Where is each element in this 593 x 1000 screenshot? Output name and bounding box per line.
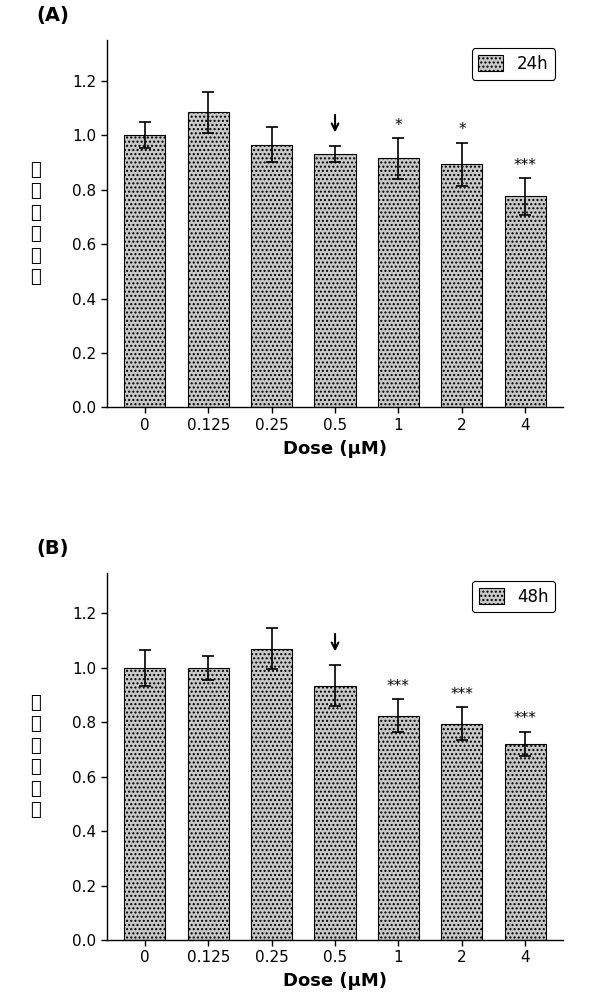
Bar (441, 724, 483, 940)
Text: ***: *** (451, 687, 473, 702)
Text: 细
胞
增
殖
活
性: 细 胞 增 殖 活 性 (31, 161, 42, 286)
Text: 细
胞
增
殖
活
性: 细 胞 增 殖 活 性 (31, 694, 42, 819)
Text: (A): (A) (36, 6, 69, 25)
Bar (314, 154, 356, 407)
Bar (124, 135, 165, 407)
X-axis label: Dose (μM): Dose (μM) (283, 440, 387, 458)
Text: ***: *** (514, 158, 537, 173)
Legend: 24h: 24h (471, 48, 555, 80)
Bar (314, 686, 356, 940)
Text: ***: *** (387, 679, 410, 694)
Bar (251, 145, 292, 407)
Text: *: * (458, 122, 466, 137)
Bar (251, 649, 292, 940)
Bar (505, 744, 546, 940)
Bar (378, 716, 419, 940)
Legend: 48h: 48h (472, 581, 555, 612)
Bar (187, 668, 229, 940)
Bar (378, 158, 419, 407)
Text: *: * (395, 118, 402, 133)
Text: ***: *** (514, 711, 537, 726)
Text: (B): (B) (36, 539, 68, 558)
Bar (187, 112, 229, 407)
Bar (505, 196, 546, 407)
Bar (124, 668, 165, 940)
Bar (441, 164, 483, 407)
X-axis label: Dose (μM): Dose (μM) (283, 972, 387, 990)
